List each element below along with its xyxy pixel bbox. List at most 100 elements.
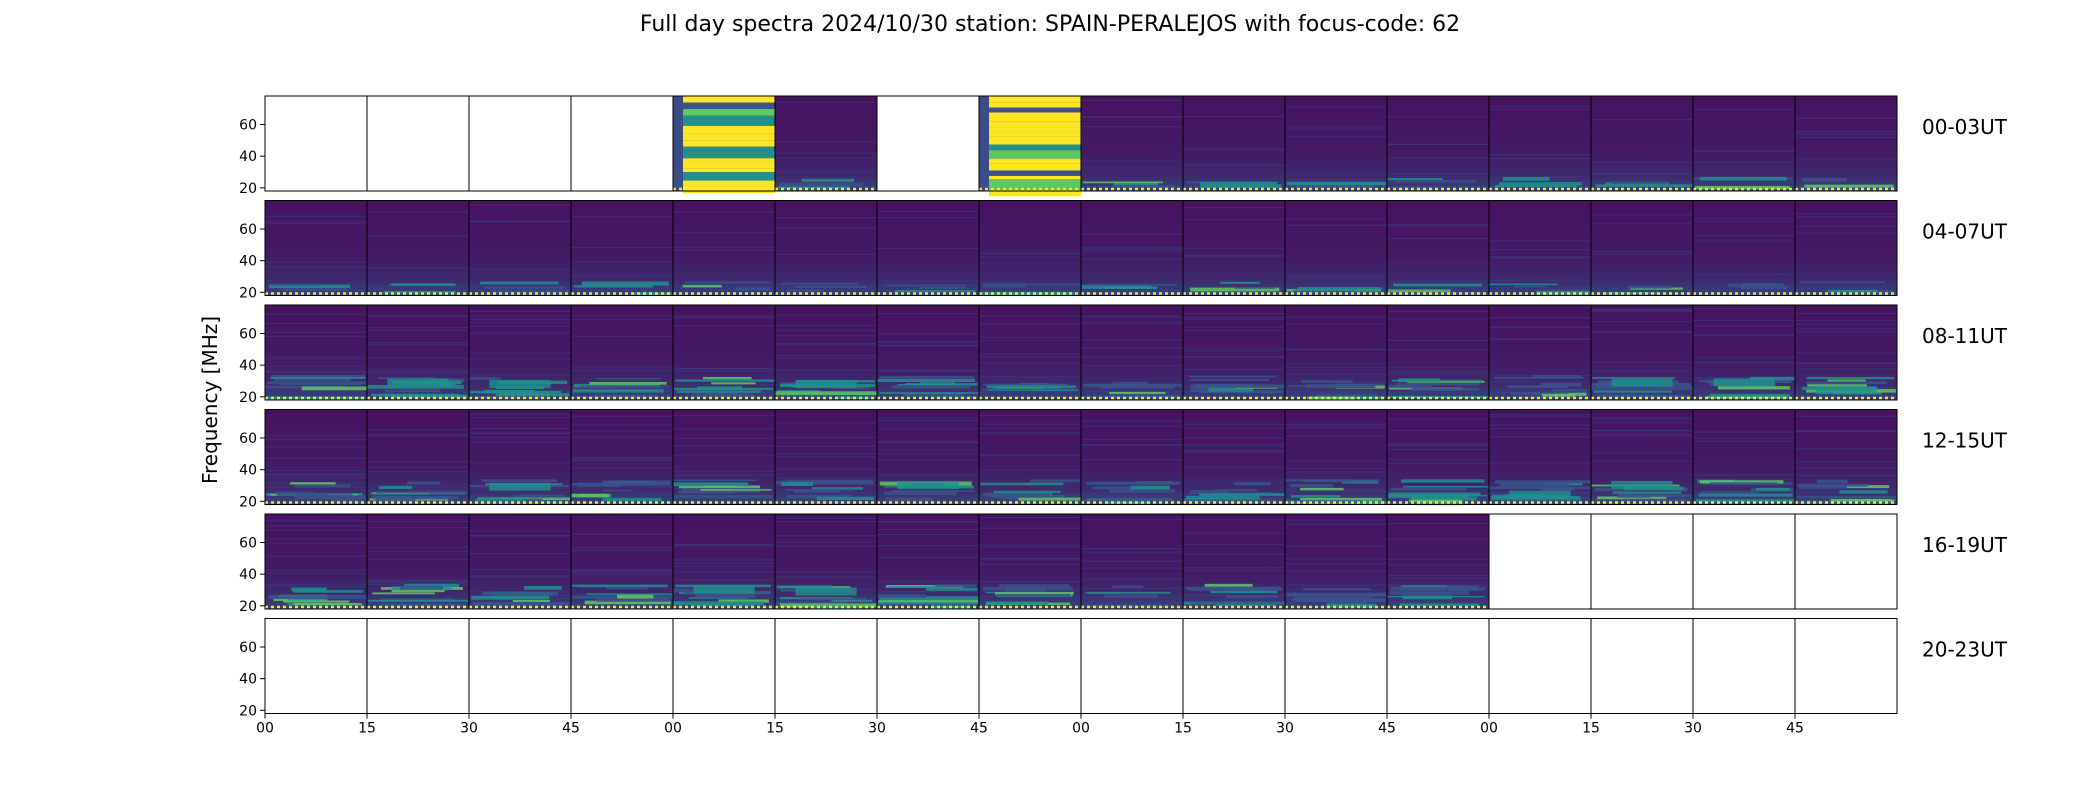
- spectral-band: [1591, 310, 1693, 312]
- spectral-band: [1591, 214, 1693, 216]
- spectral-band: [1285, 490, 1387, 492]
- spectrum-panel: [978, 618, 1082, 714]
- spectral-band: [673, 317, 775, 319]
- spectral-band: [1189, 384, 1285, 389]
- spectral-band: [891, 385, 971, 389]
- spectral-band: [691, 603, 755, 607]
- spectral-band: [265, 525, 367, 527]
- spectral-band: [979, 423, 1081, 425]
- spectral-band: [673, 384, 775, 386]
- spectrum-panel: [672, 95, 776, 194]
- spectral-band: [1183, 329, 1285, 332]
- spectral-band: [1693, 362, 1795, 364]
- spectral-band: [683, 150, 775, 159]
- spectral-band: [1489, 326, 1591, 329]
- spectral-band: [1489, 436, 1591, 438]
- spectral-band: [886, 284, 966, 287]
- spectral-band: [683, 158, 775, 162]
- spectrum-panel: [366, 304, 470, 401]
- spectrum-panel: [774, 200, 878, 296]
- spectrum-panel: [1488, 618, 1592, 714]
- spectral-band: [1395, 383, 1481, 386]
- spectral-band: [1509, 490, 1571, 499]
- spectral-band: [1387, 225, 1489, 228]
- spectral-band: [1387, 458, 1489, 460]
- spectral-band: [795, 285, 867, 288]
- spectral-band: [989, 150, 1081, 157]
- spectral-band: [1552, 388, 1588, 392]
- spectral-band: [330, 498, 362, 503]
- spectral-band: [1489, 108, 1591, 111]
- spectral-band: [295, 484, 351, 488]
- spectral-band: [273, 377, 352, 382]
- spectrum-panel: [264, 618, 368, 714]
- spectral-band: [673, 479, 757, 482]
- spectral-band: [1220, 500, 1262, 504]
- y-tick-label: 40: [239, 672, 257, 688]
- spectrum-panel: [264, 95, 368, 192]
- spectral-band: [1387, 443, 1489, 445]
- spectral-band: [1700, 176, 1787, 181]
- spectral-band: [983, 383, 1070, 386]
- spectral-band: [683, 109, 775, 116]
- spectral-band: [367, 489, 469, 491]
- panel-frame: [1794, 95, 1898, 192]
- spectral-band: [1815, 386, 1877, 395]
- spectral-band: [1030, 479, 1080, 483]
- spectral-band: [683, 180, 775, 186]
- spectral-band: [1591, 222, 1693, 224]
- spectral-band: [1109, 489, 1176, 493]
- spectral-band: [273, 283, 321, 286]
- spectral-band: [1006, 588, 1046, 592]
- spectral-band: [1693, 240, 1795, 242]
- spectral-band: [1627, 285, 1672, 289]
- spectrum-panel: [1590, 304, 1694, 401]
- spectral-band: [1798, 485, 1890, 489]
- spectral-band: [979, 414, 1081, 417]
- spectral-band: [265, 365, 367, 367]
- y-tick-label: 20: [239, 599, 257, 615]
- spectral-band: [683, 168, 775, 173]
- spectral-band: [735, 287, 770, 291]
- x-tick-label: 45: [970, 721, 988, 737]
- spectral-band: [979, 362, 1081, 364]
- spectral-band: [877, 594, 927, 599]
- spectrum-panel: [1182, 513, 1286, 610]
- spectral-band: [786, 494, 851, 499]
- spectral-band: [1285, 471, 1387, 473]
- spectral-band: [1489, 283, 1558, 286]
- spectral-band: [1693, 484, 1795, 486]
- spectral-band: [1606, 292, 1660, 295]
- spectral-band: [469, 358, 571, 360]
- spectral-band: [367, 370, 469, 372]
- panel-background: [775, 96, 877, 191]
- spectral-band: [367, 466, 469, 468]
- spectral-band: [1693, 334, 1795, 336]
- spectral-band: [1489, 462, 1591, 464]
- spectral-band: [1392, 283, 1482, 287]
- spectral-band: [291, 587, 327, 592]
- spectral-band: [775, 484, 877, 486]
- panel-frame: [1590, 513, 1694, 610]
- spectrum-panel: [1386, 618, 1490, 714]
- spectral-band: [1081, 391, 1183, 393]
- spectral-band: [1183, 350, 1285, 352]
- spectral-band: [877, 556, 979, 559]
- spectral-band: [986, 385, 1077, 388]
- spectral-band: [571, 460, 673, 462]
- spectral-band: [1591, 460, 1693, 462]
- spectral-band: [775, 141, 877, 143]
- spectral-band: [1082, 383, 1183, 387]
- spectral-band: [1591, 253, 1693, 255]
- panel-background: [1693, 96, 1795, 191]
- spectral-band: [1591, 309, 1693, 311]
- spectral-band: [1693, 497, 1795, 499]
- panel-frame: [570, 618, 674, 714]
- spectral-band: [1081, 459, 1183, 461]
- spectral-band: [1494, 185, 1578, 188]
- spectral-band: [1489, 157, 1591, 160]
- spectral-band: [1387, 318, 1489, 320]
- spectrum-panel: [468, 513, 572, 610]
- spectral-band: [982, 388, 1078, 391]
- spectral-band: [683, 146, 775, 151]
